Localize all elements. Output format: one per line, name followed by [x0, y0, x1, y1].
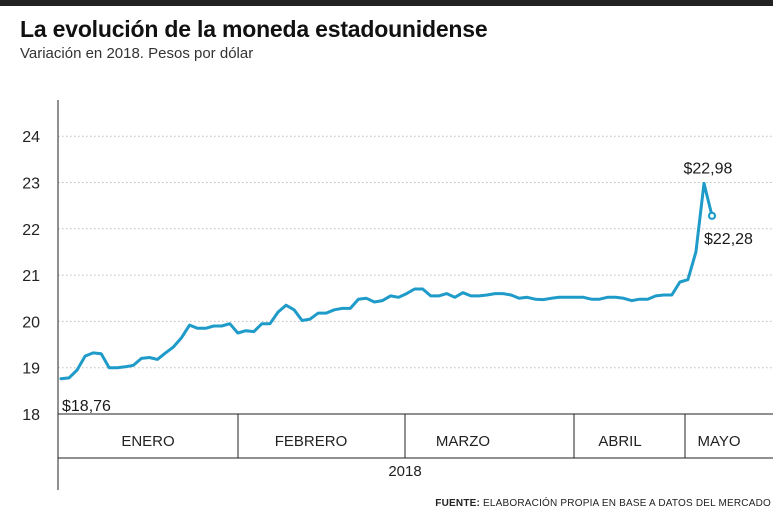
month-label: MARZO — [436, 433, 490, 450]
gridlines — [58, 135, 773, 369]
last-value-label: $22,28 — [704, 231, 753, 248]
x-axis-month-labels: ENERO FEBRERO MARZO ABRIL MAYO — [121, 433, 740, 450]
y-tick-label: 18 — [22, 407, 40, 424]
chart-title: La evolución de la moneda estadounidense — [20, 16, 488, 42]
last-value-marker — [707, 211, 717, 220]
y-tick-label: 19 — [22, 361, 40, 378]
top-rule — [0, 0, 773, 6]
source-text: ELABORACIÓN PROPIA EN BASE A DATOS DEL M… — [483, 498, 771, 509]
month-label: FEBRERO — [275, 433, 348, 450]
y-tick-label: 23 — [22, 176, 40, 193]
max-value-label: $22,98 — [683, 160, 732, 177]
y-tick-label: 24 — [22, 129, 40, 146]
source-note: FUENTE: ELABORACIÓN PROPIA EN BASE A DAT… — [435, 498, 771, 509]
axes — [57, 100, 773, 490]
month-label: ABRIL — [598, 433, 641, 450]
y-tick-label: 21 — [22, 268, 40, 285]
y-axis-tick-labels: 18 19 20 21 22 23 24 — [22, 129, 40, 424]
first-value-label: $18,76 — [62, 398, 111, 415]
exchange-rate-line — [59, 181, 714, 381]
month-label: MAYO — [697, 433, 740, 450]
y-tick-label: 22 — [22, 222, 40, 239]
x-axis-year-label: 2018 — [388, 463, 421, 480]
source-label: FUENTE: — [435, 498, 481, 509]
month-label: ENERO — [121, 433, 174, 450]
chart-subtitle: Variación en 2018. Pesos por dólar — [20, 45, 254, 62]
y-tick-label: 20 — [22, 314, 40, 331]
